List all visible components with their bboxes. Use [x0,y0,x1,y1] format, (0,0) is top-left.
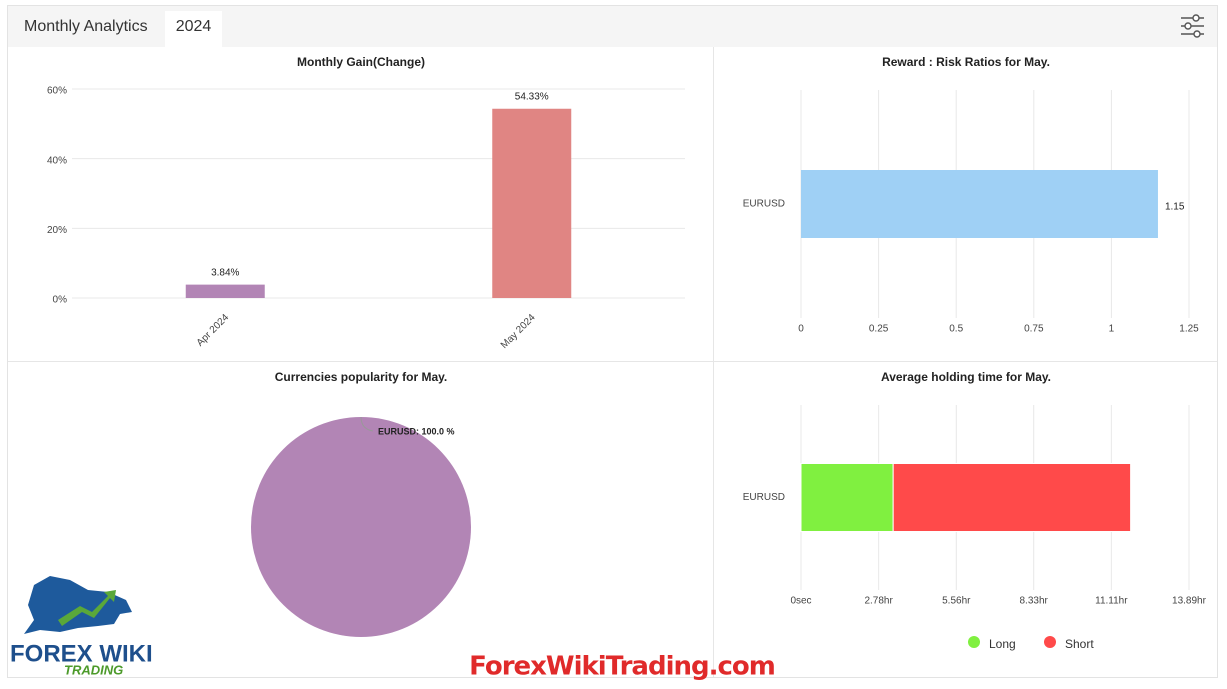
y-tick-label: 20% [47,225,67,236]
chart-title: Currencies popularity for May. [275,370,447,384]
legend-swatch [968,636,980,648]
chart-title: Reward : Risk Ratios for May. [882,55,1050,69]
value-label: 54.33% [515,91,549,102]
y-tick-label: EURUSD [743,199,785,210]
logo-tagline: TRADING [64,662,123,677]
legend-label: Short [1065,637,1094,651]
logo-name: FOREX WIKI [10,640,153,667]
frame [7,5,1218,678]
x-tick-label: 13.89hr [1172,596,1207,607]
x-tick-label: 8.33hr [1020,596,1049,607]
x-tick-label: 0sec [790,596,811,607]
value-label: 3.84% [211,267,239,278]
logo: FOREX WIKI TRADING [10,576,153,677]
x-tick-label: 2.78hr [864,596,893,607]
x-tick-label: 1.25 [1179,324,1199,335]
bar [801,170,1158,238]
bar-segment [892,463,1132,532]
x-tick-label: 0.25 [869,324,889,335]
chart-title: Average holding time for May. [881,370,1051,384]
x-tick-label: 0.75 [1024,324,1044,335]
x-tick-label: 11.11hr [1095,596,1128,607]
bar-segment [800,463,894,532]
y-tick-label: 60% [47,86,67,97]
bar [185,284,265,298]
header-title: Monthly Analytics [24,18,148,35]
pie-slice [251,417,471,637]
x-tick-label: 5.56hr [942,596,971,607]
leader-line [360,416,374,432]
filter-icon[interactable] [1181,14,1204,38]
tab[interactable] [165,11,222,47]
x-tick-label: 1 [1109,324,1115,335]
bar [492,108,572,298]
x-tick-label: 0 [798,324,804,335]
x-tick-label: 0.5 [949,324,963,335]
legend-swatch [1044,636,1056,648]
legend-label: Long [989,637,1016,651]
tab-label[interactable]: 2024 [176,18,212,35]
value-label: 1.15 [1165,202,1185,213]
slice-label: EURUSD: 100.0 % [378,426,455,436]
y-tick-label: 40% [47,155,67,166]
watermark: ForexWikiTrading.com [469,652,775,682]
y-tick-label: EURUSD [743,492,785,503]
chart-title: Monthly Gain(Change) [297,55,425,69]
y-tick-label: 0% [53,295,68,306]
